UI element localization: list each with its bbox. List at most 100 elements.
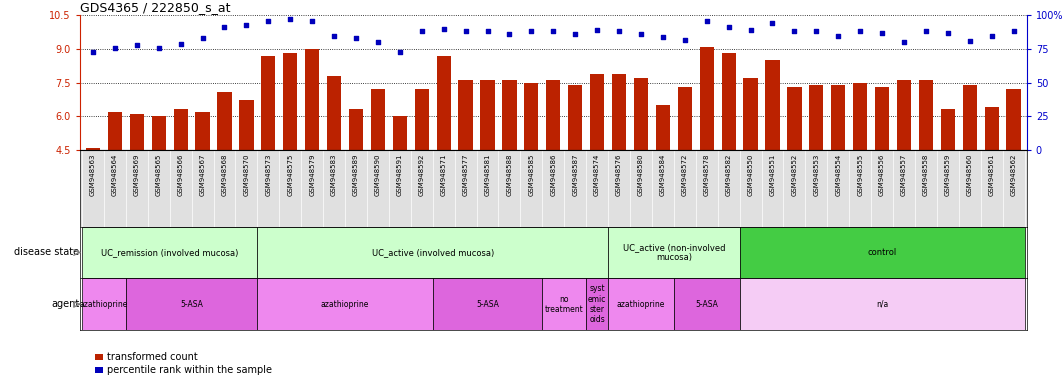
Point xyxy=(567,31,584,37)
Text: GSM948574: GSM948574 xyxy=(594,154,600,196)
Point xyxy=(84,48,101,55)
Point xyxy=(172,40,189,46)
Text: GSM948560: GSM948560 xyxy=(967,154,972,196)
Text: GSM948577: GSM948577 xyxy=(463,154,468,196)
Point xyxy=(896,39,913,45)
Bar xyxy=(919,80,933,150)
Text: GSM948576: GSM948576 xyxy=(616,154,622,196)
Text: GSM948588: GSM948588 xyxy=(506,154,513,196)
Text: 5-ASA: 5-ASA xyxy=(476,300,499,309)
Text: GSM948589: GSM948589 xyxy=(353,154,359,196)
Text: azathioprine: azathioprine xyxy=(617,300,665,309)
Text: GSM948591: GSM948591 xyxy=(397,154,403,196)
Bar xyxy=(984,107,999,150)
Bar xyxy=(1007,89,1020,150)
Bar xyxy=(612,74,627,150)
Bar xyxy=(196,112,210,150)
Point xyxy=(764,20,781,26)
Bar xyxy=(480,80,495,150)
Text: GSM948562: GSM948562 xyxy=(1011,154,1016,196)
Text: GSM948590: GSM948590 xyxy=(375,154,381,196)
Bar xyxy=(875,87,890,150)
Point xyxy=(983,33,1000,39)
Text: GSM948552: GSM948552 xyxy=(792,154,797,196)
Text: GSM948564: GSM948564 xyxy=(112,154,118,196)
Point xyxy=(348,35,365,41)
Text: control: control xyxy=(867,248,897,257)
Point xyxy=(238,22,255,28)
Text: GSM948568: GSM948568 xyxy=(221,154,228,196)
Text: GSM948580: GSM948580 xyxy=(638,154,644,196)
Text: GSM948567: GSM948567 xyxy=(200,154,205,196)
Text: 5-ASA: 5-ASA xyxy=(695,300,718,309)
Text: UC_remission (involved mucosa): UC_remission (involved mucosa) xyxy=(101,248,238,257)
Text: azathioprine: azathioprine xyxy=(321,300,369,309)
Text: GSM948592: GSM948592 xyxy=(419,154,425,196)
Text: 5-ASA: 5-ASA xyxy=(180,300,203,309)
Bar xyxy=(853,83,867,150)
Bar xyxy=(700,47,714,150)
Point xyxy=(874,30,891,36)
Bar xyxy=(739,278,1025,330)
Bar xyxy=(739,227,1025,278)
Text: GSM948561: GSM948561 xyxy=(988,154,995,196)
Bar xyxy=(459,80,472,150)
Point xyxy=(654,34,671,40)
Bar xyxy=(257,227,609,278)
Bar xyxy=(415,89,429,150)
Bar xyxy=(86,147,100,150)
Point xyxy=(545,28,562,35)
Bar xyxy=(327,76,342,150)
Text: GSM948557: GSM948557 xyxy=(901,154,907,196)
Text: n/a: n/a xyxy=(876,300,888,309)
Bar xyxy=(674,278,739,330)
Point xyxy=(435,26,452,32)
Point xyxy=(458,28,475,35)
Text: GDS4365 / 222850_s_at: GDS4365 / 222850_s_at xyxy=(80,1,230,14)
Text: disease state: disease state xyxy=(14,247,80,258)
Bar xyxy=(82,278,126,330)
Bar xyxy=(591,74,604,150)
Text: GSM948581: GSM948581 xyxy=(484,154,491,196)
Point xyxy=(588,27,605,33)
Text: no
treatment: no treatment xyxy=(545,295,584,314)
Point xyxy=(479,28,496,35)
Bar xyxy=(436,56,451,150)
Text: UC_active (non-involved
mucosa): UC_active (non-involved mucosa) xyxy=(622,243,725,262)
Bar xyxy=(217,91,232,150)
Point xyxy=(413,28,430,35)
Bar xyxy=(257,278,433,330)
Bar xyxy=(897,80,911,150)
Bar xyxy=(370,89,385,150)
Text: syst
emic
ster
oids: syst emic ster oids xyxy=(588,284,606,324)
Bar xyxy=(502,80,516,150)
Point xyxy=(303,18,320,24)
Bar xyxy=(305,49,319,150)
Text: GSM948556: GSM948556 xyxy=(879,154,885,196)
Text: GSM948553: GSM948553 xyxy=(813,154,819,196)
Text: UC_active (involved mucosa): UC_active (involved mucosa) xyxy=(371,248,494,257)
Point xyxy=(808,28,825,35)
Bar xyxy=(810,85,824,150)
Point xyxy=(392,48,409,55)
Text: GSM948573: GSM948573 xyxy=(265,154,271,196)
Text: GSM948579: GSM948579 xyxy=(310,154,315,196)
Bar xyxy=(609,278,674,330)
Bar xyxy=(655,105,670,150)
Text: GSM948554: GSM948554 xyxy=(835,154,842,196)
Point xyxy=(786,28,803,35)
Text: GSM948586: GSM948586 xyxy=(550,154,556,196)
Point xyxy=(369,39,386,45)
Point xyxy=(282,16,299,22)
Point xyxy=(1005,28,1023,35)
Bar xyxy=(151,116,166,150)
Point xyxy=(106,45,123,51)
Text: azathioprine: azathioprine xyxy=(80,300,128,309)
Point xyxy=(216,24,233,30)
Bar xyxy=(609,227,739,278)
Bar xyxy=(543,278,586,330)
Bar xyxy=(130,114,144,150)
Text: GSM948570: GSM948570 xyxy=(244,154,249,196)
Point xyxy=(611,28,628,35)
Text: GSM948558: GSM948558 xyxy=(922,154,929,196)
